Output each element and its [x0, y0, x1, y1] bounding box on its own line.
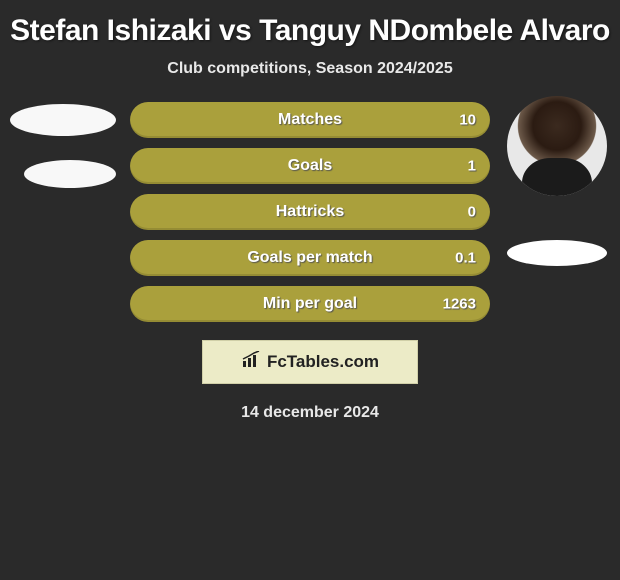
stat-row-goals-per-match: Goals per match 0.1 [130, 240, 490, 276]
player-left-logo-placeholder [24, 160, 116, 188]
stat-label: Min per goal [263, 295, 357, 313]
stat-value-right: 1 [468, 158, 476, 175]
generated-date: 14 december 2024 [0, 404, 620, 422]
stat-value-right: 1263 [443, 296, 476, 313]
player-left-photo-placeholder [10, 104, 116, 136]
stat-label: Hattricks [276, 203, 344, 221]
stat-row-goals: Goals 1 [130, 148, 490, 184]
stat-label: Goals [288, 157, 332, 175]
comparison-row: Matches 10 Goals 1 Hattricks 0 Goals per… [0, 96, 620, 322]
brand-text: FcTables.com [267, 352, 379, 372]
stats-column: Matches 10 Goals 1 Hattricks 0 Goals per… [130, 96, 490, 322]
stat-row-hattricks: Hattricks 0 [130, 194, 490, 230]
stat-value-right: 10 [459, 112, 476, 129]
player-right-logo-placeholder [507, 240, 607, 266]
player-right-col [502, 96, 612, 266]
player-left-col [8, 96, 118, 188]
bar-chart-icon [241, 351, 263, 374]
stat-label: Matches [278, 111, 342, 129]
stat-value-right: 0.1 [455, 250, 476, 267]
stat-value-right: 0 [468, 204, 476, 221]
stat-row-min-per-goal: Min per goal 1263 [130, 286, 490, 322]
brand-badge: FcTables.com [202, 340, 418, 384]
page-title: Stefan Ishizaki vs Tanguy NDombele Alvar… [0, 0, 620, 54]
player-right-photo [507, 96, 607, 196]
stat-row-matches: Matches 10 [130, 102, 490, 138]
page-subtitle: Club competitions, Season 2024/2025 [0, 54, 620, 96]
stat-label: Goals per match [247, 249, 372, 267]
